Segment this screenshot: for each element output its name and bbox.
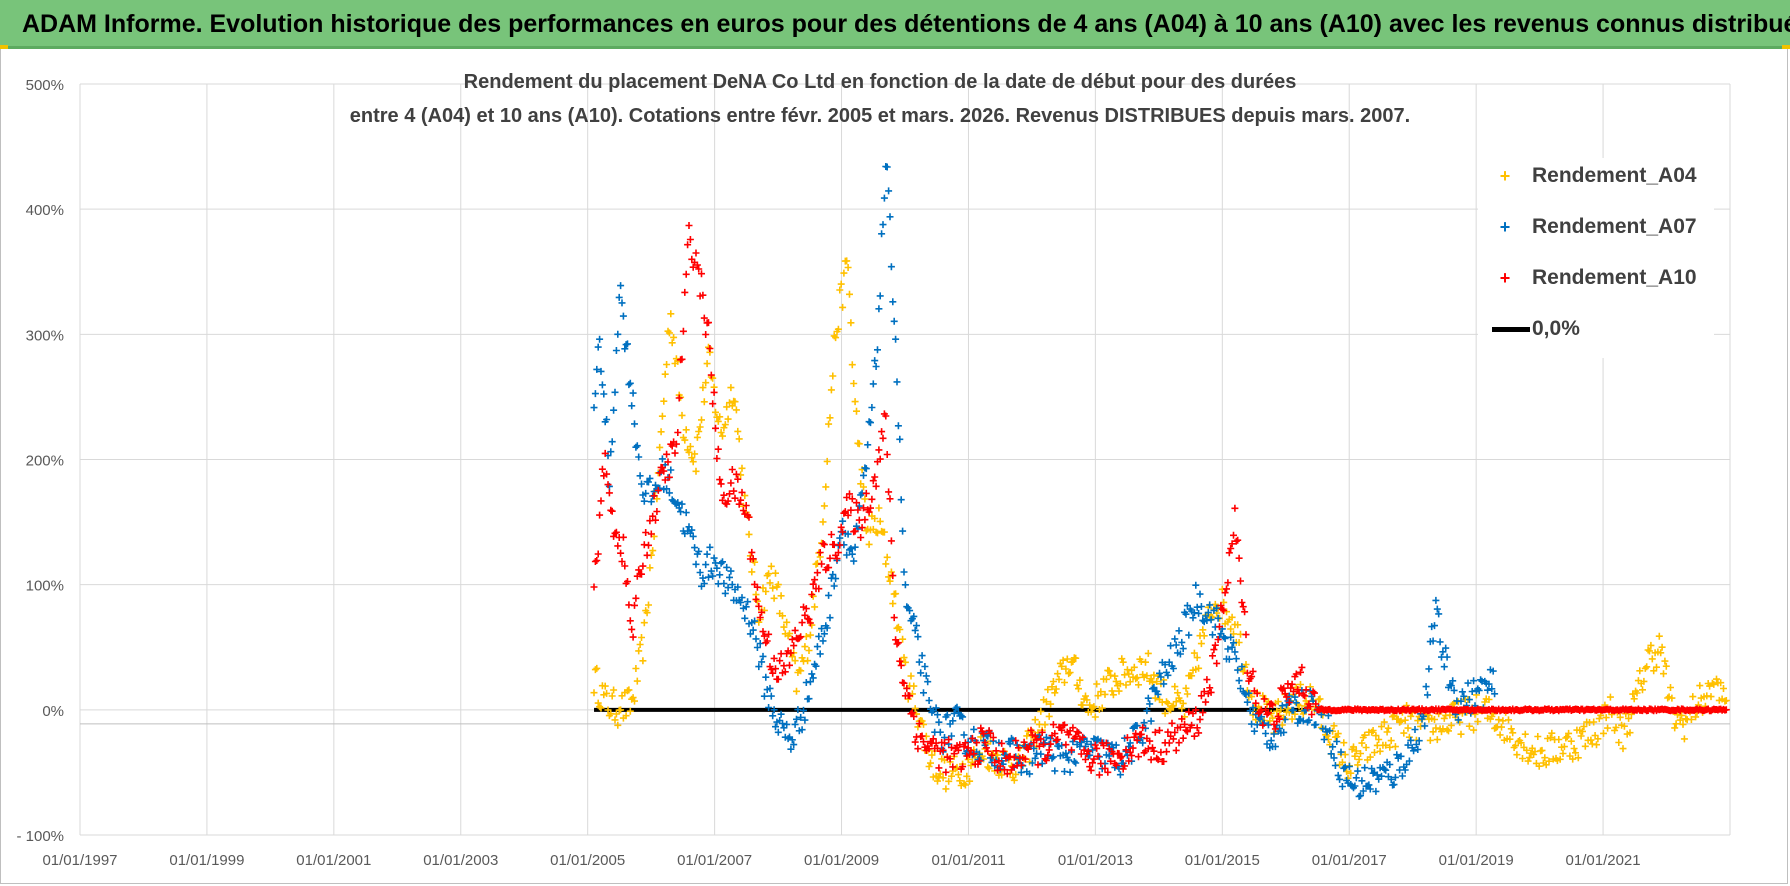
y-tick-label: 500% — [26, 77, 64, 94]
report-banner: ADAM Informe. Evolution historique des p… — [0, 0, 1790, 49]
plus-marker-icon: + — [1499, 165, 1511, 186]
x-tick-label: 01/01/1999 — [169, 852, 244, 869]
axis-ticks: 500% 400% 300% 200% 100% 0% - 100% 01/01/1997 01… — [16, 77, 1640, 869]
legend-entry-zero: 0,0% — [1478, 311, 1580, 347]
x-tick-label: 01/01/1997 — [42, 852, 117, 869]
y-tick-label: 100% — [26, 578, 64, 595]
chart-title-line1: Rendement du placement DeNA Co Ltd en fo… — [463, 71, 1297, 93]
y-tick-label: - 100% — [16, 828, 64, 845]
y-tick-label: 0% — [42, 703, 64, 720]
series-rendement-a07 — [590, 163, 1499, 800]
x-tick-label: 01/01/2021 — [1566, 852, 1641, 869]
legend-label: 0,0% — [1532, 317, 1580, 340]
plus-marker-icon: + — [1499, 267, 1511, 288]
banner-corner-right — [1782, 45, 1790, 49]
line-marker-icon — [1492, 326, 1530, 332]
y-tick-label: 400% — [26, 202, 64, 219]
chart-title-line2: entre 4 (A04) et 10 ans (A10). Cotations… — [349, 105, 1411, 127]
banner-corner-left — [0, 45, 8, 49]
y-tick-label: 300% — [26, 327, 64, 344]
x-tick-label: 01/01/2019 — [1439, 852, 1514, 869]
x-tick-label: 01/01/2015 — [1185, 852, 1260, 869]
legend-label: Rendement_A04 — [1532, 164, 1697, 187]
x-tick-label: 01/01/2007 — [677, 852, 752, 869]
x-tick-label: 01/01/2011 — [931, 852, 1005, 869]
chart-legend: + Rendement_A04 + Rendement_A07 + Rendem… — [1478, 158, 1714, 358]
series-markers — [590, 222, 1730, 779]
series-rendement-a10 — [590, 222, 1730, 779]
legend-label: Rendement_A10 — [1532, 266, 1697, 289]
x-tick-label: 01/01/2003 — [423, 852, 498, 869]
legend-entry-a10: + Rendement_A10 — [1478, 260, 1697, 296]
x-tick-label: 01/01/2017 — [1312, 852, 1387, 869]
legend-entry-a04: + Rendement_A04 — [1478, 158, 1697, 194]
series-markers — [590, 163, 1499, 800]
x-tick-label: 01/01/2001 — [296, 852, 371, 869]
x-tick-label: 01/01/2009 — [804, 852, 879, 869]
x-tick-label: 01/01/2005 — [550, 852, 625, 869]
legend-label: Rendement_A07 — [1532, 215, 1697, 238]
plus-marker-icon: + — [1499, 216, 1511, 237]
legend-entry-a07: + Rendement_A07 — [1478, 209, 1697, 245]
y-tick-label: 200% — [26, 453, 64, 470]
x-tick-label: 01/01/2013 — [1058, 852, 1133, 869]
